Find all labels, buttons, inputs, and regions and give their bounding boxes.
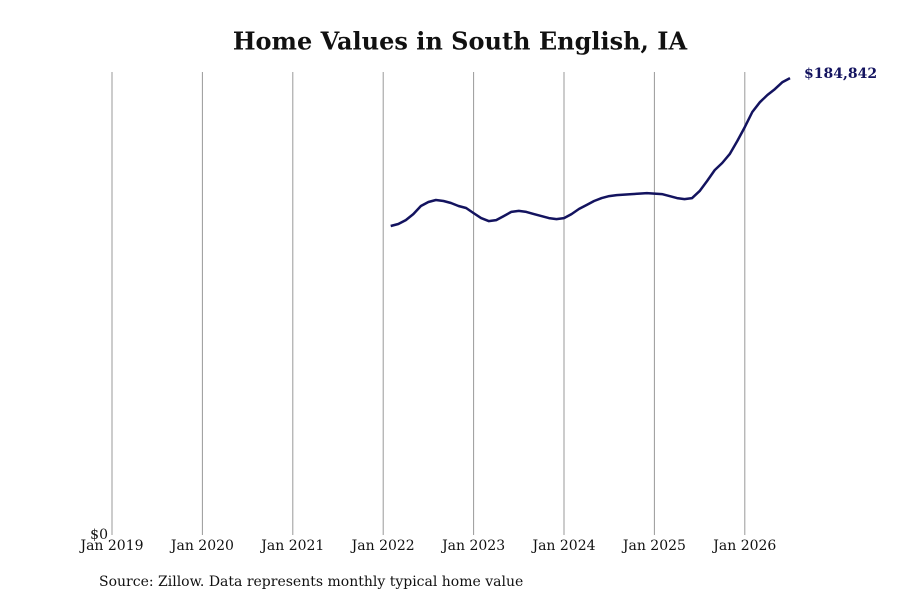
- value-line: [390, 76, 791, 228]
- value-label: $184,842: [804, 66, 877, 82]
- x-tick-label: Jan 2020: [169, 538, 234, 554]
- x-tick-label: Jan 2021: [259, 538, 324, 554]
- x-tick-label: Jan 2026: [711, 538, 776, 554]
- x-tick-label: Jan 2023: [440, 538, 505, 554]
- y-tick-label: $0: [90, 527, 108, 543]
- x-tick-label: Jan 2025: [621, 538, 686, 554]
- x-tick-label: Jan 2022: [350, 538, 415, 554]
- x-tick-label: Jan 2019: [78, 538, 143, 554]
- x-tick-label: Jan 2024: [530, 538, 595, 554]
- source-note: Source: Zillow. Data represents monthly …: [99, 574, 523, 590]
- chart-title: Home Values in South English, IA: [233, 27, 688, 56]
